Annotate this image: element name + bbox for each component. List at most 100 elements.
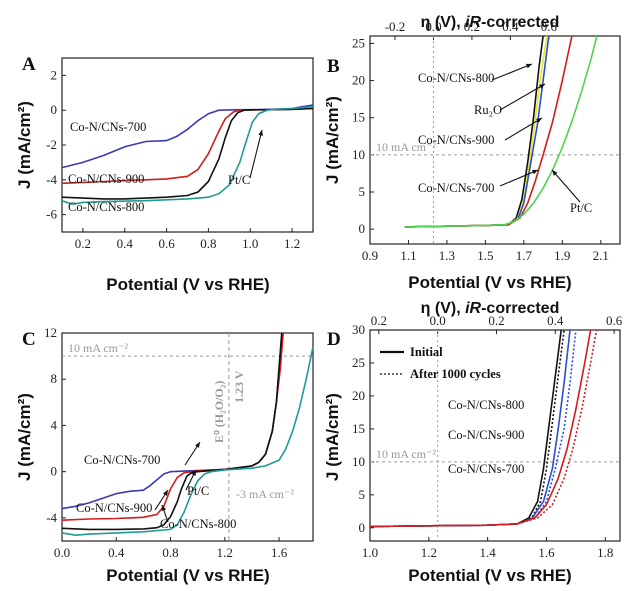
y-tick-label: 12 xyxy=(44,325,57,340)
panel-c: 0.0 0.4 0.8 1.2 1.6 12 8 4 0 -4 10 mA cm⁻² E⁰ (H₂O/… xyxy=(15,325,314,585)
x2-tick-label: 0.4 xyxy=(547,313,564,328)
annotation-arrow xyxy=(491,63,533,81)
arrow-head xyxy=(161,505,167,511)
y-tick-label: -2 xyxy=(46,137,57,152)
series-line-co-n-cns-700 xyxy=(61,332,283,510)
annotation-label: Pt/C xyxy=(228,173,250,187)
series-line-co-n-cns-700-after-1000-cycles xyxy=(369,329,598,528)
series-line-co-n-cns-700 xyxy=(404,35,573,228)
top-axis-title-part: η (V), xyxy=(421,14,465,31)
y-tick-label: 4 xyxy=(51,417,58,432)
x2-tick-label: 0.4 xyxy=(502,19,519,34)
top-axis-title: η (V), iR-corrected xyxy=(421,300,560,317)
x-tick-label: 1.2 xyxy=(421,545,437,560)
x2-tick-label: 0.2 xyxy=(371,313,387,328)
top-axis-title-part: -corrected xyxy=(481,14,559,31)
y-tick-label: 10 xyxy=(352,147,365,162)
reference-label: 10 mA cm⁻² xyxy=(376,447,436,461)
top-axis-title-part: η (V), xyxy=(421,300,465,317)
y-tick-label: 2 xyxy=(51,67,58,82)
reference-label: 10 mA cm⁻² xyxy=(68,341,128,355)
panel-letter: A xyxy=(22,54,36,75)
x-axis-title: Potential (V vs RHE) xyxy=(408,273,571,292)
arrow-head xyxy=(552,170,558,176)
series-line-co-n-cns-700-initial xyxy=(369,329,592,528)
plot-frame xyxy=(369,35,621,245)
annotation-label: Co-N/CNs-700 xyxy=(70,120,146,134)
vline-label: E⁰ (H₂O/O₂) xyxy=(212,381,226,443)
x-tick-label: 0.2 xyxy=(75,236,91,251)
y-tick-label: 20 xyxy=(352,73,365,88)
x-tick-label: 0.6 xyxy=(158,236,175,251)
y-tick-label: 15 xyxy=(352,110,365,125)
x-tick-label: 1.9 xyxy=(554,248,570,263)
x-tick-label: 1.5 xyxy=(477,248,493,263)
x-tick-label: 0.8 xyxy=(200,236,216,251)
panel-letter: C xyxy=(22,329,36,350)
x-tick-label: 2.1 xyxy=(593,248,609,263)
annotation-label: Co-N/CNs-700 xyxy=(84,453,160,467)
x-tick-label: 1.2 xyxy=(284,236,300,251)
x-tick-label: 1.7 xyxy=(516,248,533,263)
x2-tick-label: -0.2 xyxy=(385,19,406,34)
x-tick-label: 1.3 xyxy=(439,248,455,263)
series-line-pt-c xyxy=(61,346,314,537)
arrow-head xyxy=(532,169,538,175)
x-tick-label: 0.4 xyxy=(117,236,134,251)
y-tick-label: -4 xyxy=(46,172,57,187)
y-tick-label: 0 xyxy=(51,464,58,479)
series-line-co-n-cns-800 xyxy=(61,332,283,531)
arrow-head xyxy=(526,63,532,69)
legend-label: After 1000 cycles xyxy=(410,367,501,381)
annotation-label: Ru₂O xyxy=(474,103,502,117)
plot-frame xyxy=(61,332,314,542)
legend-label: Initial xyxy=(410,345,443,359)
top-axis-title-italic: iR xyxy=(465,300,481,317)
y-tick-label: 0 xyxy=(51,102,58,117)
x2-tick-label: 0.6 xyxy=(541,19,558,34)
x-tick-label: 0.4 xyxy=(108,545,125,560)
annotation-label: Co-N/CNs-700 xyxy=(418,181,494,195)
annotation-label: Co-N/CNs-900 xyxy=(448,428,524,442)
y-tick-label: 10 xyxy=(352,454,365,469)
plot-frame xyxy=(369,329,621,542)
y-axis-title: J (mA/cm²) xyxy=(323,393,342,481)
panel-b: 0.9 1.1 1.3 1.5 1.7 1.9 2.1 25 20 15 10 5 0 -0.2 0.0 0.… xyxy=(323,14,621,292)
panel-a: 0.2 0.4 0.6 0.8 1.0 1.2 2 0 -2 -4 -6 Potential (V v… xyxy=(15,54,314,294)
annotation-label: -3 mA cm⁻² xyxy=(236,487,294,501)
x-tick-label: 0.8 xyxy=(162,545,178,560)
y-tick-label: 0 xyxy=(359,221,366,236)
panel-letter: B xyxy=(327,56,340,77)
y-tick-label: 30 xyxy=(352,322,365,337)
x-tick-label: 1.6 xyxy=(271,545,288,560)
arrow-head xyxy=(536,118,542,123)
series-line-co-n-cns-800 xyxy=(404,35,544,228)
x-tick-label: 1.6 xyxy=(538,545,555,560)
x-tick-label: 1.2 xyxy=(217,545,233,560)
y-tick-label: 5 xyxy=(359,487,366,502)
annotation-arrow xyxy=(504,117,543,141)
annotation-arrow xyxy=(551,169,581,203)
annotation-arrow xyxy=(499,83,546,111)
arrow-head xyxy=(258,130,263,136)
panel-d: 1.0 1.2 1.4 1.6 1.8 30 25 20 15 10 5 0 0.2 0.0 0.2 0.4 0… xyxy=(323,300,623,585)
annotation-label: Co-N/CNs-800 xyxy=(68,200,144,214)
panel-letter: D xyxy=(327,329,341,350)
annotation-arrow xyxy=(499,169,539,187)
y-tick-label: 25 xyxy=(352,355,365,370)
x2-tick-label: 0.0 xyxy=(425,19,441,34)
annotation-label: Co-N/CNs-700 xyxy=(448,462,524,476)
x2-tick-label: 0.0 xyxy=(430,313,446,328)
annotation-label: Pt/C xyxy=(187,484,209,498)
y-tick-label: 15 xyxy=(352,421,365,436)
x2-tick-label: 0.6 xyxy=(606,313,623,328)
vline-sublabel: 1.23 V xyxy=(232,370,246,403)
top-axis-title-italic: iR xyxy=(465,14,481,31)
series-line-pt-c xyxy=(404,35,598,228)
series-line-ru-o xyxy=(404,35,548,228)
annotation-label: Co-N/CNs-800 xyxy=(418,71,494,85)
annotation-arrow xyxy=(249,129,263,179)
arrow-head xyxy=(163,490,168,496)
series-line-co-n-cns-700 xyxy=(61,104,314,169)
